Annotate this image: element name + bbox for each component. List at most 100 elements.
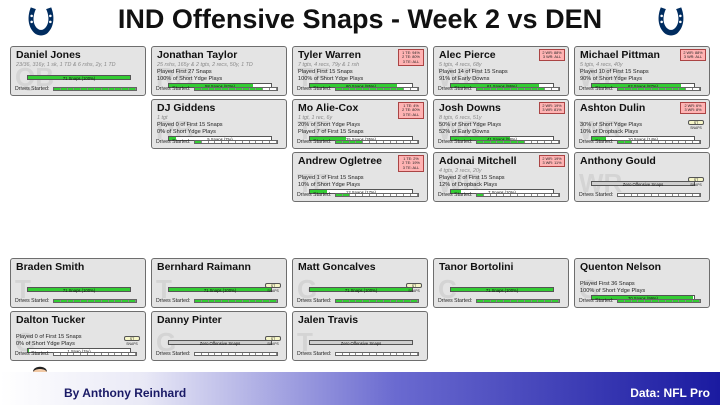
- usage-line: Played 7 of First 15 Snaps: [298, 129, 364, 135]
- snap-bar-fill: [310, 137, 346, 140]
- drive-cell: [679, 88, 687, 90]
- drive-cell: [638, 88, 646, 90]
- drives-started-label: Drives Started:: [297, 192, 332, 198]
- player-card[interactable]: WR Ashton Dulin 30% of Short Ydge Plays 10%…: [574, 99, 710, 149]
- drive-cell: [349, 194, 357, 196]
- drive-cell: [383, 194, 391, 196]
- player-name: Jalen Travis: [298, 314, 359, 326]
- player-name: Dalton Tucker: [16, 314, 86, 326]
- player-card[interactable]: RB Jonathan Taylor 25 rshs, 165y & 2 tgts,…: [151, 46, 287, 96]
- personnel-badge: 2 WR: 19% 3 WR: 11%: [539, 155, 565, 167]
- player-card[interactable]: RB DJ Giddens 1 tgt Played 0 of First 15 Sn…: [151, 99, 287, 149]
- drive-cell: [504, 88, 512, 90]
- drive-cell: [524, 141, 532, 143]
- page-title: IND Offensive Snaps - Week 2 vs DEN: [117, 4, 603, 34]
- drives-started-label: Drives Started:: [297, 351, 332, 357]
- player-name: Michael Pittman: [580, 49, 660, 61]
- drive-cell: [411, 88, 418, 90]
- drive-cell: [208, 141, 216, 143]
- snap-bar-fill: [592, 137, 607, 140]
- drive-cell: [129, 300, 136, 302]
- drive-cell: [490, 141, 498, 143]
- drive-cell: [376, 300, 384, 302]
- usage-line: Played First 15 Snaps: [298, 69, 353, 75]
- drive-cell: [679, 194, 687, 196]
- drives-started-label: Drives Started:: [297, 298, 332, 304]
- drive-cell: [383, 141, 391, 143]
- special-teams-chip: ST SNAPS: [265, 283, 281, 293]
- player-card[interactable]: T Braden Smith 71 Snaps (100%) Drives Start…: [10, 258, 146, 308]
- drives-started-label: Drives Started:: [297, 86, 332, 92]
- drive-cell: [201, 300, 209, 302]
- drive-cell: [342, 141, 350, 143]
- drive-cell: [115, 88, 123, 90]
- snap-bar-label: 25 Snaps (35%): [345, 137, 377, 142]
- player-card[interactable]: TE Andrew Ogletree Played 1 of First 15 Sn…: [292, 152, 428, 202]
- player-card[interactable]: WR Adonai Mitchell 4 tgts, 2 recs, 20y Play…: [433, 152, 569, 202]
- drive-cell: [376, 141, 384, 143]
- player-card[interactable]: TE Tyler Warren 7 tgts, 4 recs, 79y & 1 rs…: [292, 46, 428, 96]
- snap-bar-label: 70 Snaps (99%): [627, 296, 659, 301]
- player-card[interactable]: QB Daniel Jones 23/36, 316y, 1 sk, 1 TD & …: [10, 46, 146, 96]
- personnel-line: 2 WR: 88%: [683, 50, 703, 55]
- drive-cell: [342, 194, 350, 196]
- player-name: Alec Pierce: [439, 49, 496, 61]
- snap-bar-fill: [451, 84, 539, 87]
- drive-cell: [376, 194, 384, 196]
- player-card[interactable]: G Dalton Tucker Played 0 of First 15 Snaps…: [10, 311, 146, 361]
- usage-line: Played 0 of First 15 Snaps: [157, 122, 223, 128]
- player-card[interactable]: G Matt Goncalves 71 Snaps (100%) Drives Sta…: [292, 258, 428, 308]
- snap-bar: 71 Snaps (100%): [168, 287, 272, 293]
- snap-bar-fill: [592, 296, 693, 299]
- drives-started-label: Drives Started:: [156, 86, 191, 92]
- usage-line: 10% of Dropback Plays: [580, 129, 639, 135]
- drive-cell: [524, 300, 532, 302]
- drive-cell: [60, 88, 68, 90]
- player-card[interactable]: T Bernhard Raimann 71 Snaps (100%) Drives S…: [151, 258, 287, 308]
- drive-cell: [376, 353, 384, 355]
- drive-cell: [67, 88, 75, 90]
- player-card[interactable]: G Danny Pinter Zero Offensive Snaps Drives …: [151, 311, 287, 361]
- drive-cell: [531, 88, 539, 90]
- drive-cell: [652, 300, 659, 302]
- drive-cell: [222, 353, 230, 355]
- snap-bar-label: 1 Snap (1%): [67, 349, 91, 354]
- drive-cell: [222, 141, 230, 143]
- snap-bar-fill: [310, 288, 412, 291]
- drive-cell: [383, 353, 391, 355]
- drive-cell: [658, 194, 666, 196]
- drive-cell: [404, 88, 412, 90]
- drive-cell: [552, 141, 559, 143]
- drive-cell: [483, 194, 491, 196]
- drive-cell: [411, 300, 418, 302]
- player-card[interactable]: T Jalen Travis Zero Offensive Snaps Drives …: [292, 311, 428, 361]
- snap-bar-label: 41 Snaps (58%): [486, 137, 518, 142]
- drive-cell: [411, 141, 418, 143]
- drive-cell: [404, 353, 412, 355]
- player-card[interactable]: WR Josh Downs 8 tgts, 6 recs, 51y 50% of Sh…: [433, 99, 569, 149]
- drive-cell: [356, 353, 364, 355]
- player-name: Andrew Ogletree: [298, 155, 383, 167]
- player-card[interactable]: TE Mo Alie-Cox 1 tgt, 1 rec, 6y 20% of Shor…: [292, 99, 428, 149]
- drives-bar: [617, 140, 701, 144]
- personnel-line: 3 TE: ALL: [402, 165, 420, 170]
- drives-bar: [335, 299, 419, 303]
- drive-cell: [390, 88, 398, 90]
- drive-cell: [483, 88, 491, 90]
- drive-cell: [404, 194, 412, 196]
- player-card[interactable]: G Quenton Nelson Played First 36 Snaps 100%…: [574, 258, 710, 308]
- drive-cell: [618, 88, 625, 90]
- player-card[interactable]: WR Michael Pittman 5 tgts, 4 recs, 40y Play…: [574, 46, 710, 96]
- drive-cell: [531, 300, 539, 302]
- drive-cell: [517, 88, 525, 90]
- snap-bar-label: 5 Snaps (7%): [207, 137, 233, 142]
- player-card[interactable]: WR Anthony Gould Zero Offensive Snaps Drive…: [574, 152, 710, 202]
- drives-started-label: Drives Started:: [297, 139, 332, 145]
- usage-line: Played First 27 Snaps: [157, 69, 212, 75]
- player-card[interactable]: WR Alec Pierce 5 tgts, 4 recs, 68y Played 1…: [433, 46, 569, 96]
- player-card[interactable]: C Tanor Bortolini 71 Snaps (100%) Drives St…: [433, 258, 569, 308]
- drive-cell: [94, 353, 102, 355]
- drives-started-label: Drives Started:: [15, 298, 50, 304]
- snap-bar-label: 10 Snaps (14%): [627, 137, 659, 142]
- drive-cell: [490, 300, 498, 302]
